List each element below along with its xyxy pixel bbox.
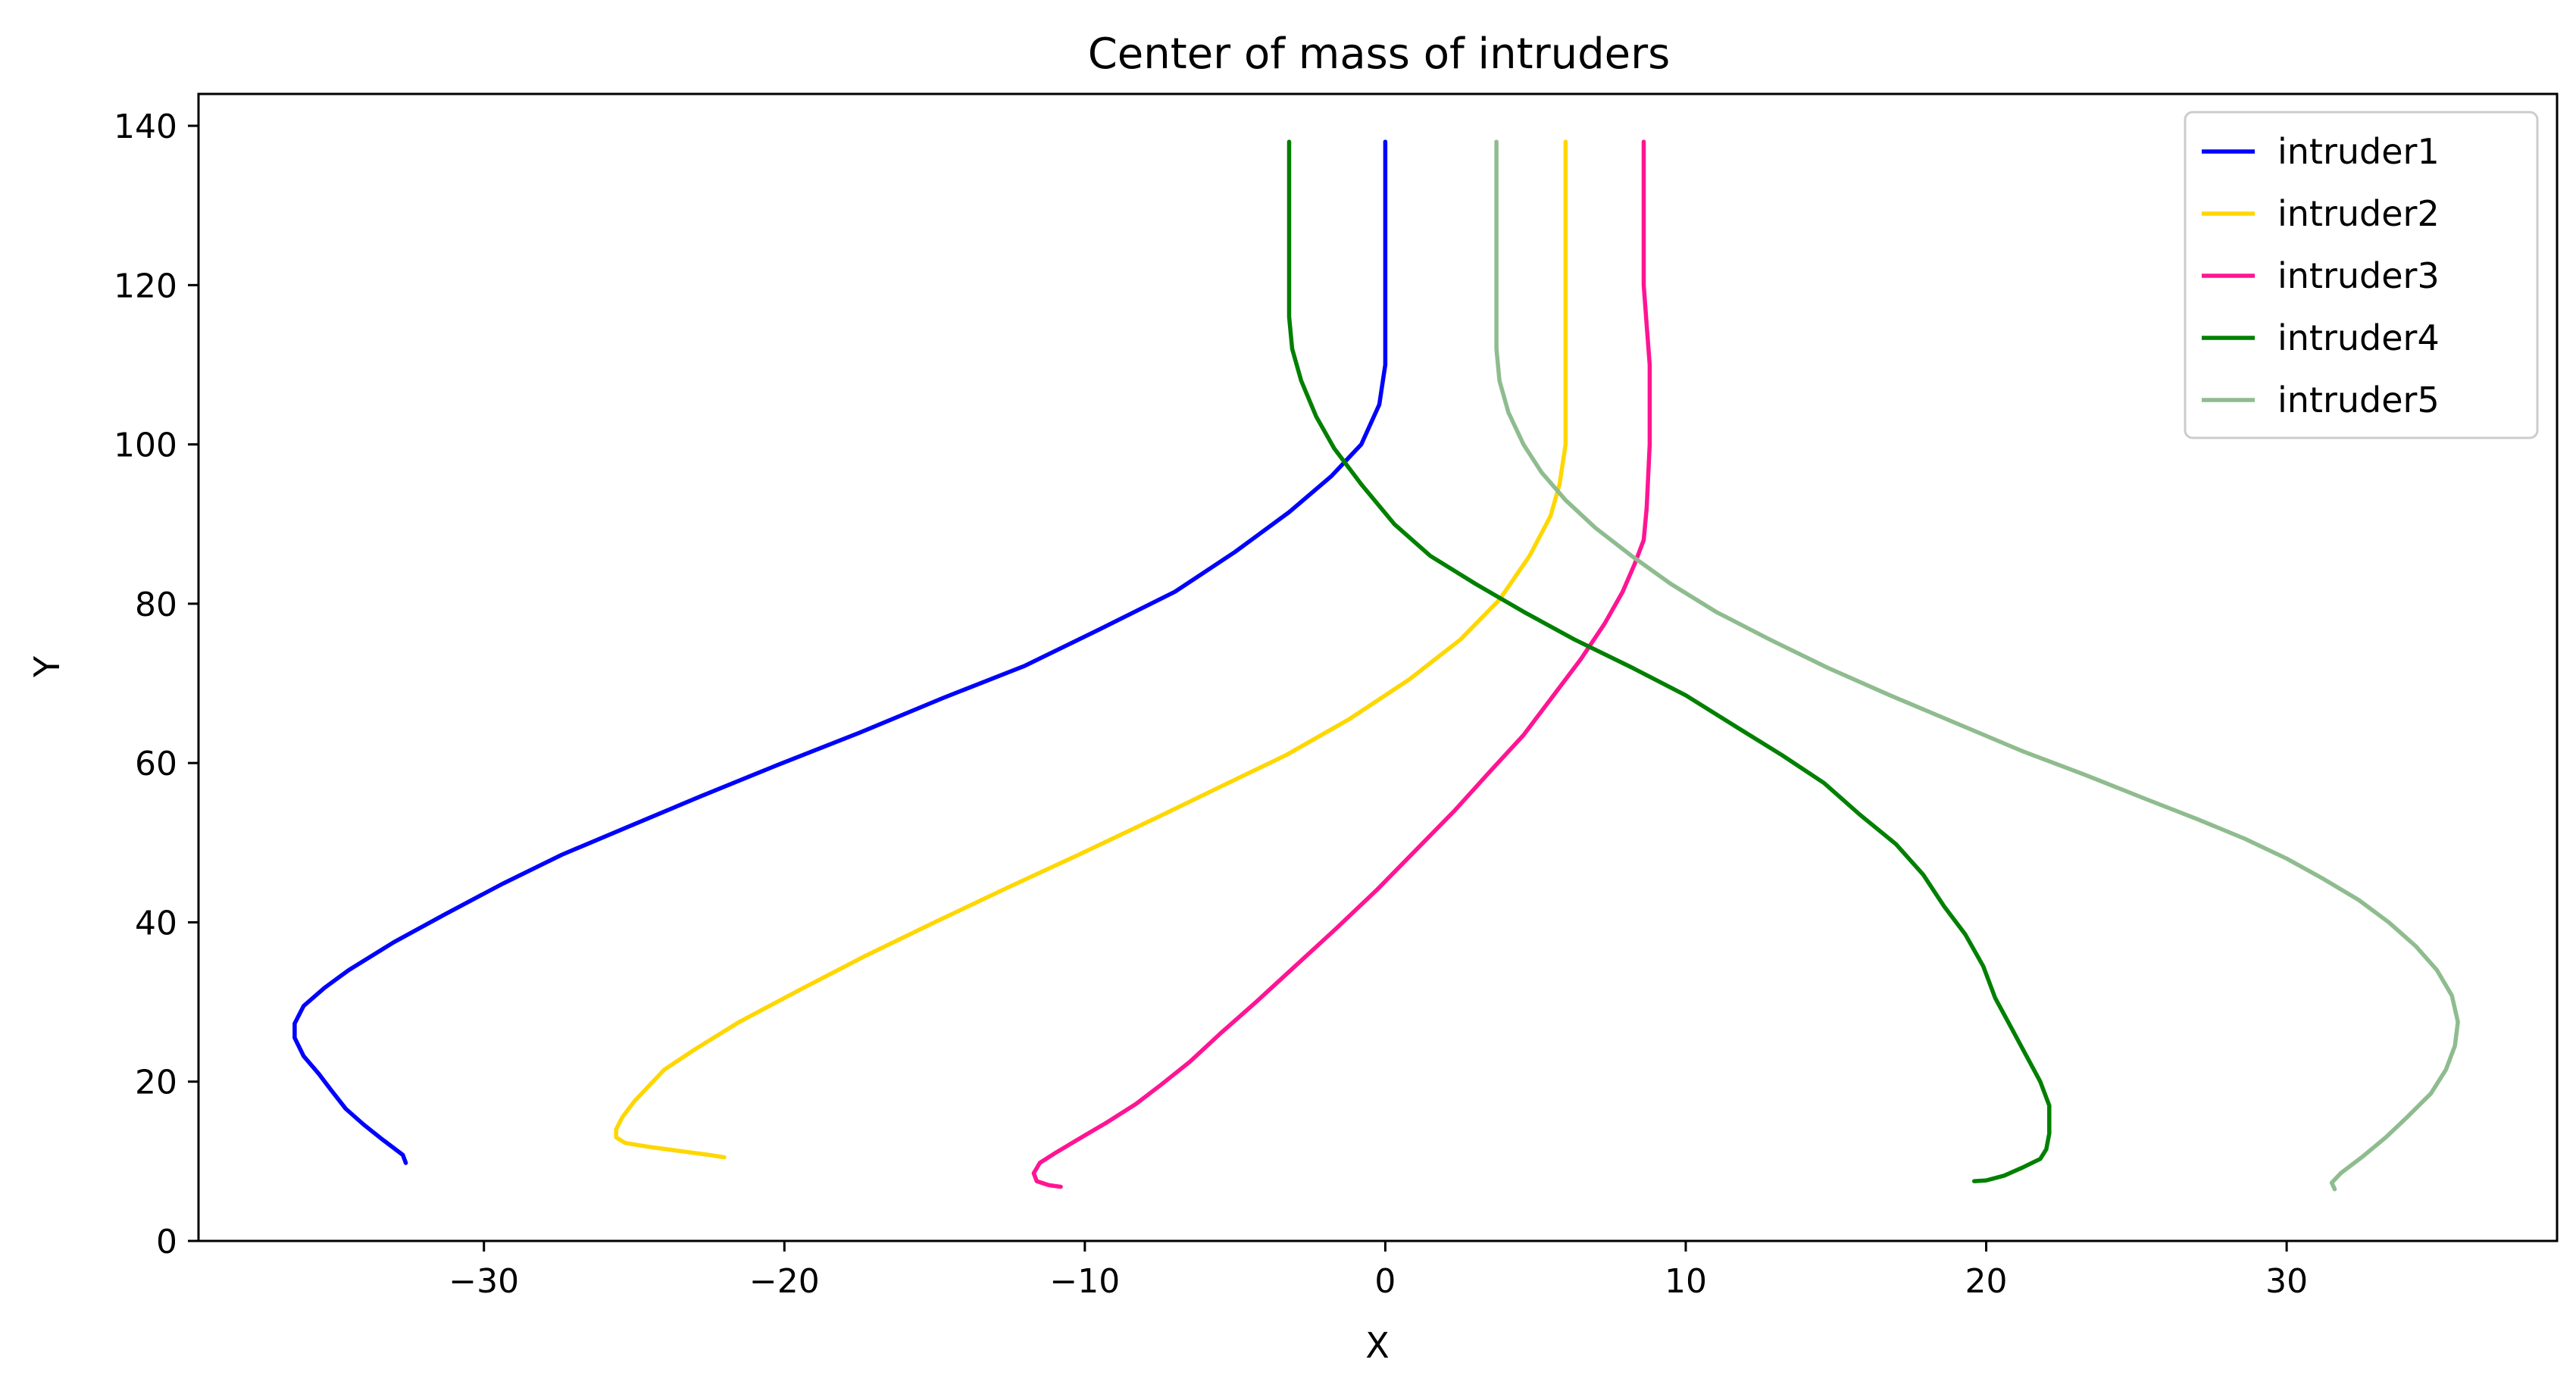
legend-items: intruder1 intruder2 intruder3 intruder4 intr… bbox=[2202, 131, 2440, 420]
chart-title: Center of mass of intruders bbox=[1088, 30, 1671, 79]
x-axis-ticks: −30 −20 −10 0 10 20 30 bbox=[449, 1241, 2308, 1301]
x-axis-label: X bbox=[1365, 1325, 1390, 1366]
x-tick-label: 0 bbox=[1374, 1262, 1396, 1301]
legend-box bbox=[2184, 111, 2539, 439]
x-tick-label: −10 bbox=[1049, 1262, 1120, 1301]
y-axis-label: Y bbox=[27, 655, 67, 678]
series-line-2 bbox=[614, 139, 1568, 1160]
x-tick-label: 20 bbox=[1965, 1262, 2008, 1301]
series-line-4 bbox=[1286, 139, 2052, 1183]
y-tick-label: 100 bbox=[114, 427, 177, 465]
x-tick-label: −20 bbox=[749, 1262, 820, 1301]
legend-label-5: intruder5 bbox=[2277, 380, 2440, 420]
legend-label-1: intruder1 bbox=[2277, 131, 2440, 172]
y-tick-label: 120 bbox=[114, 267, 177, 305]
legend-label-2: intruder2 bbox=[2277, 193, 2440, 234]
x-tick-label: 30 bbox=[2265, 1262, 2308, 1301]
plot-frame bbox=[197, 92, 2559, 1242]
plot-lines bbox=[292, 139, 2460, 1192]
y-tick-label: 60 bbox=[135, 745, 177, 783]
y-tick-label: 0 bbox=[156, 1223, 177, 1261]
series-line-3 bbox=[1031, 139, 1652, 1189]
y-tick-label: 20 bbox=[135, 1064, 177, 1102]
series-line-5 bbox=[1494, 139, 2460, 1192]
legend-label-4: intruder4 bbox=[2277, 317, 2440, 358]
x-tick-label: −30 bbox=[449, 1262, 519, 1301]
legend: intruder1 intruder2 intruder3 intruder4 intr… bbox=[2184, 111, 2539, 439]
y-tick-label: 140 bbox=[114, 108, 177, 146]
y-tick-label: 40 bbox=[135, 904, 177, 942]
y-tick-label: 80 bbox=[135, 586, 177, 624]
series-line-1 bbox=[292, 139, 1388, 1165]
y-axis-ticks: 0 20 40 60 80 100 120 140 bbox=[114, 108, 199, 1261]
legend-label-3: intruder3 bbox=[2277, 255, 2440, 296]
x-tick-label: 10 bbox=[1665, 1262, 1707, 1301]
